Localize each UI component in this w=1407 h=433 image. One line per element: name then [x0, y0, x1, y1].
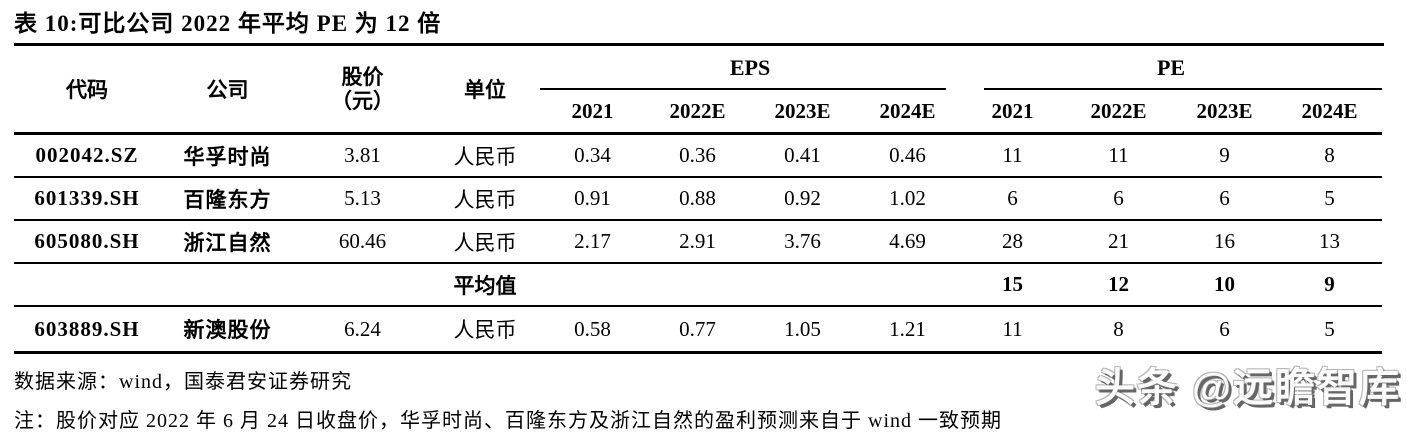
cell-eps-2023e: 3.76	[750, 220, 855, 264]
table-row: 605080.SH 浙江自然 60.46 人民币 2.17 2.91 3.76 4.69 28 2…	[14, 220, 1383, 264]
cell-pe-2024e: 8	[1277, 133, 1383, 178]
cell-pe-2024e: 9	[1277, 263, 1383, 307]
cell-pe-2023e: 16	[1172, 220, 1278, 264]
cell-eps-2023e	[750, 263, 855, 307]
cell-pe-2022e: 21	[1065, 220, 1173, 264]
cell-eps-2023e: 0.41	[750, 133, 855, 178]
cell-price: 60.46	[295, 220, 430, 264]
comparable-companies-table: 代码 公司 股价 （元） 单位 EPS PE 2021 2022E 2023E …	[14, 46, 1383, 354]
header-unit: 单位	[430, 46, 540, 135]
cell-pe-2022e: 8	[1065, 306, 1173, 354]
cell-code: 603889.SH	[14, 306, 160, 354]
cell-unit: 平均值	[430, 263, 540, 307]
cell-eps-2021: 0.91	[540, 177, 645, 221]
header-eps-2022e: 2022E	[645, 90, 750, 135]
cell-code: 002042.SZ	[14, 133, 160, 178]
cell-eps-2021: 0.34	[540, 133, 645, 178]
table-row: 603889.SH 新澳股份 6.24 人民币 0.58 0.77 1.05 1.21 11 8 6…	[14, 306, 1383, 354]
header-eps-2023e: 2023E	[750, 90, 855, 135]
cell-company: 百隆东方	[160, 177, 295, 221]
header-pe-2023e: 2023E	[1172, 90, 1278, 135]
header-code: 代码	[14, 46, 160, 135]
cell-code: 605080.SH	[14, 220, 160, 264]
cell-eps-2022e: 0.77	[645, 306, 750, 354]
cell-pe-2024e: 5	[1277, 177, 1383, 221]
cell-eps-2022e: 0.88	[645, 177, 750, 221]
cell-pe-2023e: 6	[1172, 306, 1278, 354]
header-pe-group: PE	[960, 46, 1383, 90]
cell-pe-2023e: 9	[1172, 133, 1278, 178]
cell-pe-2022e: 6	[1065, 177, 1173, 221]
cell-company: 华孚时尚	[160, 133, 295, 178]
data-source-text: 数据来源：wind，国泰君安证券研究	[14, 371, 352, 393]
cell-eps-2023e: 1.05	[750, 306, 855, 354]
cell-company	[160, 263, 295, 307]
cell-pe-2023e: 10	[1172, 263, 1278, 307]
header-pe-2021: 2021	[960, 90, 1066, 135]
cell-eps-2024e: 1.21	[855, 306, 961, 354]
header-pe-2024e: 2024E	[1277, 90, 1383, 135]
cell-pe-2021: 6	[960, 177, 1066, 221]
footnote-text: 注：股价对应 2022 年 6 月 24 日收盘价，华孚时尚、百隆东方及浙江自然…	[14, 410, 1002, 432]
cell-code	[14, 263, 160, 307]
cell-pe-2022e: 12	[1065, 263, 1173, 307]
cell-pe-2021: 28	[960, 220, 1066, 264]
cell-price: 3.81	[295, 133, 430, 178]
cell-unit: 人民币	[430, 133, 540, 178]
cell-eps-2022e: 2.91	[645, 220, 750, 264]
header-eps-group: EPS	[540, 46, 960, 90]
header-year-row: 2021 2022E 2023E 2024E 2021 2022E 2023E …	[14, 90, 1383, 135]
header-company: 公司	[160, 46, 295, 135]
cell-eps-2021	[540, 263, 645, 307]
cell-company: 新澳股份	[160, 306, 295, 354]
cell-company: 浙江自然	[160, 220, 295, 264]
cell-eps-2022e	[645, 263, 750, 307]
cell-pe-2021: 11	[960, 133, 1066, 178]
cell-eps-2023e: 0.92	[750, 177, 855, 221]
cell-eps-2022e: 0.36	[645, 133, 750, 178]
cell-pe-2023e: 6	[1172, 177, 1278, 221]
header-price: 股价 （元）	[295, 46, 430, 135]
report-table-page: 表 10:可比公司 2022 年平均 PE 为 12 倍 代码 公司 股价 （元…	[14, 0, 1394, 433]
cell-eps-2024e: 0.46	[855, 133, 961, 178]
cell-pe-2024e: 13	[1277, 220, 1383, 264]
cell-eps-2024e: 4.69	[855, 220, 961, 264]
cell-eps-2024e: 1.02	[855, 177, 961, 221]
cell-eps-2021: 2.17	[540, 220, 645, 264]
table-title: 表 10:可比公司 2022 年平均 PE 为 12 倍	[14, 11, 442, 36]
table-row: 002042.SZ 华孚时尚 3.81 人民币 0.34 0.36 0.41 0.46 11 11…	[14, 133, 1383, 178]
cell-price	[295, 263, 430, 307]
header-price-line1: 股价	[341, 65, 384, 89]
cell-pe-2022e: 11	[1065, 133, 1173, 178]
cell-eps-2021: 0.58	[540, 306, 645, 354]
cell-eps-2024e	[855, 263, 961, 307]
cell-unit: 人民币	[430, 220, 540, 264]
watermark-text: 头条 @远瞻智库	[1094, 366, 1401, 410]
cell-pe-2021: 11	[960, 306, 1066, 354]
cell-code: 601339.SH	[14, 177, 160, 221]
header-eps-2024e: 2024E	[855, 90, 961, 135]
cell-unit: 人民币	[430, 177, 540, 221]
cell-pe-2024e: 5	[1277, 306, 1383, 354]
cell-price: 5.13	[295, 177, 430, 221]
average-row: 平均值 15 12 10 9	[14, 263, 1383, 307]
cell-price: 6.24	[295, 306, 430, 354]
header-price-line2: （元）	[331, 89, 394, 113]
table-row: 601339.SH 百隆东方 5.13 人民币 0.91 0.88 0.92 1.02 6 6 6 5	[14, 177, 1383, 221]
title-rule	[14, 43, 1384, 46]
cell-unit: 人民币	[430, 306, 540, 354]
header-eps-2021: 2021	[540, 90, 645, 135]
cell-pe-2021: 15	[960, 263, 1066, 307]
header-group-row: 代码 公司 股价 （元） 单位 EPS PE	[14, 46, 1383, 135]
header-pe-2022e: 2022E	[1065, 90, 1173, 135]
